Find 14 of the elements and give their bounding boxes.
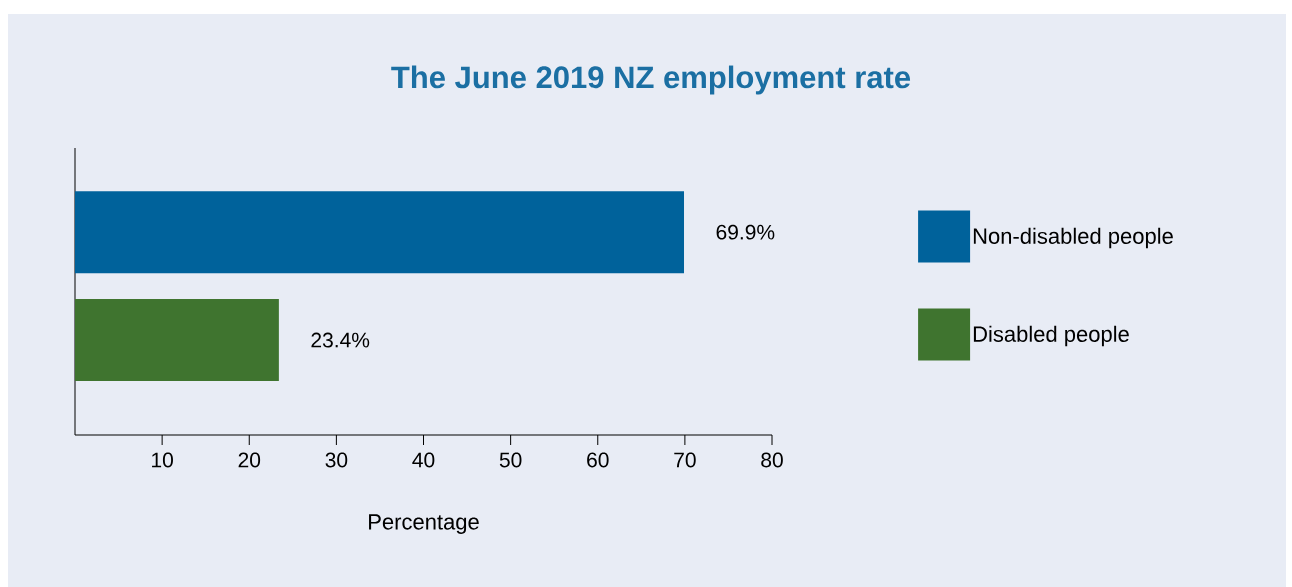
x-axis-title: Percentage — [369, 514, 479, 534]
legend-label: Disabled people — [973, 325, 1129, 347]
x-tick-label: 20 — [238, 452, 261, 468]
x-tick-label: 40 — [412, 452, 435, 468]
chart-title: The June 2019 NZ employment rate — [391, 65, 911, 95]
x-tick-label: 70 — [674, 452, 696, 468]
x-tick-label: 10 — [152, 452, 173, 468]
legend-label: Non-disabled people — [973, 227, 1173, 249]
x-tick-label: 50 — [499, 452, 522, 468]
x-tick-label: 80 — [761, 452, 783, 468]
data-label: 69.9% — [716, 224, 775, 240]
x-tick-label: 30 — [325, 452, 348, 468]
x-tick-label: 60 — [587, 452, 609, 468]
data-label: 23.4% — [311, 332, 370, 348]
